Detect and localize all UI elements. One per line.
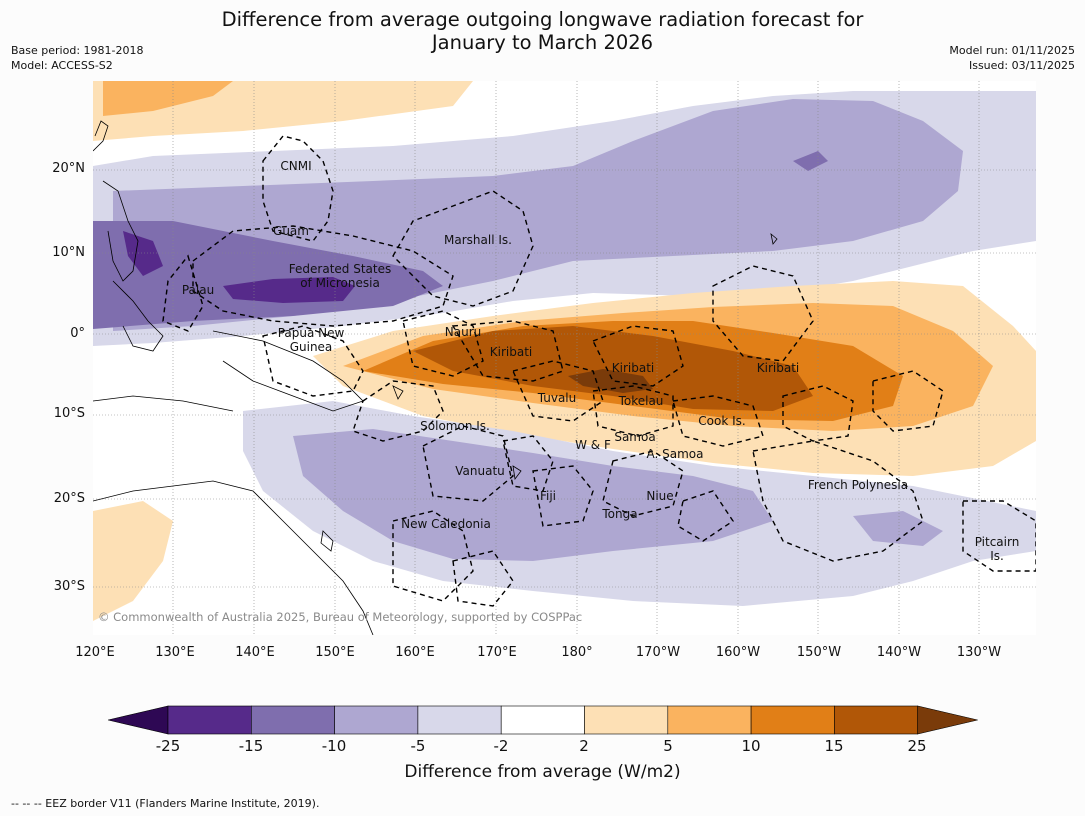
colorbar-segment [417, 705, 502, 735]
lon-label-170w: 170°W [635, 645, 681, 660]
anomaly-equator-brown [413, 326, 813, 411]
label-kiribati-east: Kiribati [756, 361, 800, 375]
colorbar-segment [667, 705, 752, 735]
colorbar-segment [251, 705, 335, 735]
lon-label-120e: 120°E [75, 645, 115, 660]
meta-left: Base period: 1981-2018 Model: ACCESS-S2 [11, 43, 143, 73]
label-kiribati-central: Kiribati [611, 361, 655, 375]
label-american-samoa: A. Samoa [646, 447, 704, 461]
label-tonga: Tonga [602, 507, 638, 521]
lat-label-10s: 10°S [53, 406, 85, 421]
colorbar-tick-3: -10 [321, 737, 347, 755]
anomaly-south-band-mid [293, 429, 773, 561]
colorbar-tick-6: 2 [579, 737, 589, 755]
label-pitcairn-line2: Is. [990, 549, 1004, 563]
eez-note: -- -- -- EEZ border V11 (Flanders Marine… [11, 797, 320, 810]
colorbar [108, 705, 978, 735]
copyright-notice: © Commonwealth of Australia 2025, Bureau… [98, 610, 583, 624]
label-cnmi: CNMI [280, 159, 312, 173]
label-solomon: Solomon Is. [420, 419, 490, 433]
colorbar-tick-8: 10 [741, 737, 761, 755]
label-tokelau: Tokelau [618, 394, 664, 408]
anomaly-southeast-mid [853, 511, 943, 546]
label-french-polynesia: French Polynesia [807, 478, 909, 492]
label-cook: Cook Is. [698, 414, 746, 428]
colorbar-tick-7: 5 [663, 737, 673, 755]
label-fsm-line1: Federated States [288, 262, 392, 276]
lon-label-140e: 140°E [235, 645, 275, 660]
eez-borders [162, 135, 1036, 607]
label-niue: Niue [646, 489, 674, 503]
label-png-line2: Guinea [289, 340, 333, 354]
meta-right: Model run: 01/11/2025 Issued: 03/11/2025 [949, 43, 1075, 73]
base-period: Base period: 1981-2018 [11, 44, 144, 57]
colorbar-segments [108, 705, 978, 735]
colorbar-segment [750, 705, 835, 735]
lon-label-160w: 160°W [715, 645, 761, 660]
map-canvas [93, 81, 1036, 635]
colorbar-segment [500, 705, 585, 735]
colorbar-tick-9: 15 [824, 737, 844, 755]
lon-label-150w: 150°W [796, 645, 842, 660]
anomaly-equator-max [568, 369, 653, 393]
colorbar-extend-high [917, 705, 978, 735]
anomaly-hawaii-dark [793, 151, 828, 171]
colorbar-title: Difference from average (W/m2) [404, 762, 681, 782]
label-pitcairn-line1: Pitcairn [974, 535, 1020, 549]
chart-title: Difference from average outgoing longwav… [0, 8, 1085, 54]
label-vanuatu: Vanuatu [455, 464, 505, 478]
label-fsm-line2: of Micronesia [300, 276, 380, 290]
label-samoa: Samoa [614, 430, 656, 444]
lon-label-160e: 160°E [395, 645, 435, 660]
colorbar-tick-5: -2 [493, 737, 509, 755]
label-tuvalu: Tuvalu [537, 391, 577, 405]
label-guam: Guam [273, 224, 309, 238]
colorbar-tick-10: 25 [907, 737, 927, 755]
colorbar-segment [334, 705, 419, 735]
colorbar-tick-1: -25 [155, 737, 181, 755]
title-line-1: Difference from average outgoing longwav… [221, 8, 864, 31]
lon-label-130w: 130°W [956, 645, 1002, 660]
title-line-2: January to March 2026 [431, 31, 654, 54]
colorbar-segment [834, 705, 919, 735]
label-fsm: Federated States of Micronesia [289, 262, 391, 290]
label-kiribati-west: Kiribati [489, 345, 533, 359]
lon-label-150e: 150°E [315, 645, 355, 660]
label-new-caledonia: New Caledonia [401, 517, 491, 531]
model-name: Model: ACCESS-S2 [11, 59, 113, 72]
model-run: Model run: 01/11/2025 [949, 44, 1075, 57]
colorbar-segment [584, 705, 669, 735]
anomaly-warm-pool-dark [93, 221, 443, 329]
anomaly-nw-orange [103, 81, 233, 116]
colorbar-extend-low [108, 705, 169, 735]
lat-label-20s: 20°S [53, 491, 85, 506]
label-palau: Palau [181, 283, 215, 297]
label-marshall: Marshall Is. [444, 233, 512, 247]
lon-label-130e: 130°E [155, 645, 195, 660]
lon-label-170e: 170°E [477, 645, 517, 660]
colorbar-segment [167, 705, 252, 735]
label-pitcairn: Pitcairn Is. [975, 535, 1020, 563]
anomaly-australia-light-orange [93, 501, 173, 621]
anomaly-micronesia-min [223, 277, 355, 303]
lon-label-180: 180° [561, 645, 593, 660]
anomaly-philippines-min [123, 231, 163, 276]
label-png-line1: Papua New [277, 326, 345, 340]
lat-label-0: 0° [70, 326, 85, 341]
colorbar-tick-2: -15 [238, 737, 264, 755]
issued-date: Issued: 03/11/2025 [968, 59, 1075, 72]
lat-label-30s: 30°S [53, 579, 85, 594]
lat-label-20n: 20°N [52, 161, 85, 176]
label-fiji: Fiji [539, 489, 557, 503]
lat-label-10n: 10°N [52, 245, 85, 260]
lon-label-140w: 140°W [876, 645, 922, 660]
label-wallis-futuna: W & F [575, 438, 611, 452]
label-png: Papua New Guinea [278, 326, 345, 354]
forecast-map: CNMI Guam Marshall Is. Federated States … [93, 81, 1036, 635]
label-nauru: Nauru [444, 325, 482, 339]
graticule [93, 81, 1036, 635]
colorbar-tick-4: -5 [410, 737, 426, 755]
